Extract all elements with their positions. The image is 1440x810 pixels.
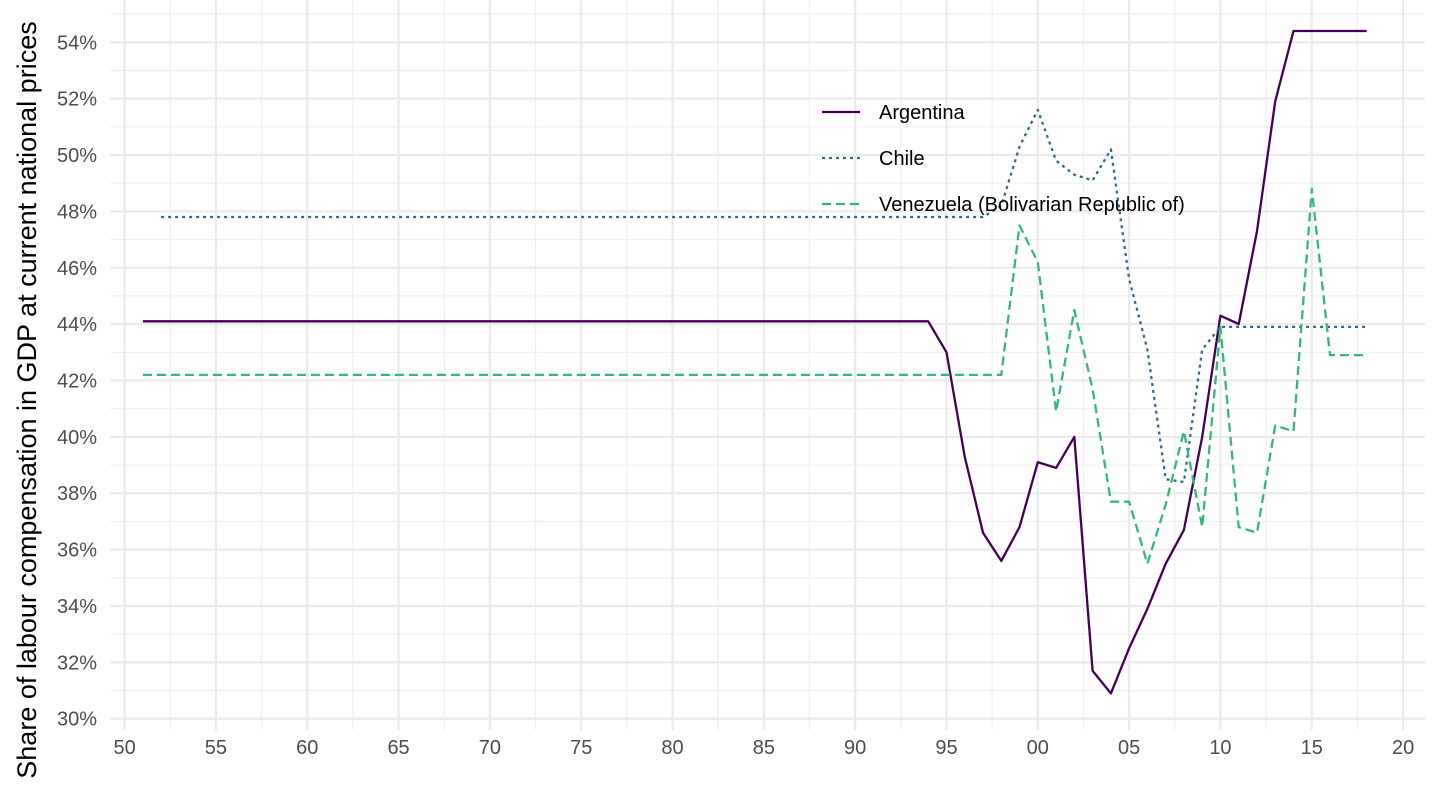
y-tick-label: 32% <box>57 652 97 674</box>
x-tick-label: 15 <box>1301 737 1323 759</box>
y-tick-label: 52% <box>57 89 97 111</box>
y-tick-label: 38% <box>57 483 97 505</box>
y-tick-label: 30% <box>57 709 97 731</box>
x-tick-label: 65 <box>387 737 409 759</box>
y-tick-label: 46% <box>57 258 97 280</box>
series-lines <box>142 29 1367 695</box>
x-tick-label: 20 <box>1392 737 1414 759</box>
series-line-venezuela <box>142 187 1367 565</box>
y-tick-label: 44% <box>57 314 97 336</box>
y-tick-label: 54% <box>57 32 97 54</box>
y-tick-label: 36% <box>57 540 97 562</box>
x-tick-label: 00 <box>1027 737 1049 759</box>
y-axis-tick-labels: 30% 32% 34% 36% 38% 40% 42% 44% 46% 48% 50% 52% 54% <box>57 32 97 730</box>
x-tick-label: 10 <box>1209 737 1231 759</box>
series-line-chile <box>161 108 1367 484</box>
y-tick-label: 50% <box>57 145 97 167</box>
x-tick-label: 05 <box>1118 737 1140 759</box>
x-tick-label: 85 <box>753 737 775 759</box>
series-line-argentina <box>142 29 1367 695</box>
x-tick-label: 75 <box>570 737 592 759</box>
x-tick-label: 90 <box>844 737 866 759</box>
x-tick-label: 80 <box>661 737 683 759</box>
legend-label: Venezuela (Bolivarian Republic of) <box>879 194 1185 216</box>
y-tick-label: 48% <box>57 201 97 223</box>
x-tick-label: 55 <box>205 737 227 759</box>
legend-label: Argentina <box>879 102 965 124</box>
x-tick-label: 95 <box>935 737 957 759</box>
legend-label: Chile <box>879 148 925 170</box>
legend: Argentina Chile Venezuela (Bolivarian Repu… <box>822 102 1185 216</box>
x-tick-label: 50 <box>113 737 135 759</box>
y-tick-label: 42% <box>57 371 97 393</box>
y-tick-label: 34% <box>57 596 97 618</box>
y-axis-title: Share of labour compensation in GDP at c… <box>12 21 42 778</box>
y-tick-label: 40% <box>57 427 97 449</box>
x-axis-tick-labels: 50 55 60 65 70 75 80 85 90 95 00 05 10 15 20 <box>113 737 1414 759</box>
x-tick-label: 60 <box>296 737 318 759</box>
minor-gridlines <box>110 0 1425 730</box>
major-gridlines <box>110 0 1425 730</box>
x-tick-label: 70 <box>479 737 501 759</box>
